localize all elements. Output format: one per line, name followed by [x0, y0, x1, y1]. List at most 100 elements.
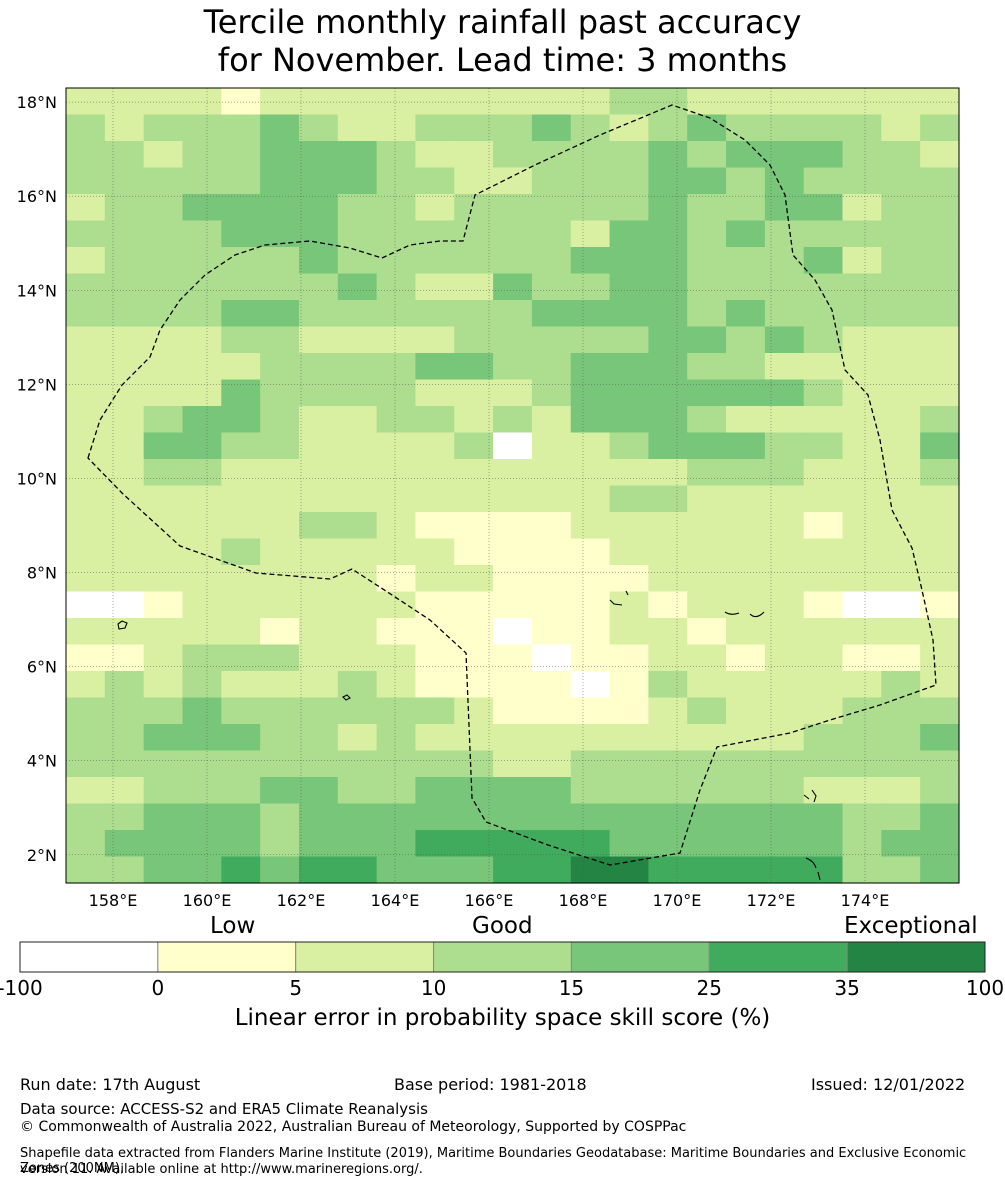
skill-cell — [726, 326, 766, 354]
skill-cell — [531, 167, 572, 195]
skill-cell — [66, 406, 106, 434]
skill-cell — [570, 353, 611, 381]
skill-cell — [687, 167, 727, 195]
skill-cell — [104, 326, 145, 354]
skill-cell — [570, 379, 611, 407]
skill-cell — [687, 326, 727, 354]
skill-cell — [298, 512, 339, 540]
colorbar-tick-label: 5 — [289, 976, 302, 1000]
skill-cell — [454, 591, 494, 619]
skill-cell — [531, 671, 572, 699]
skill-cell — [182, 379, 222, 407]
skill-cell — [531, 724, 572, 752]
skill-cell — [104, 671, 145, 699]
skill-cell — [531, 220, 572, 248]
skill-cell — [298, 353, 339, 381]
skill-cell — [493, 326, 533, 354]
skill-cell — [803, 432, 844, 460]
skill-cell — [803, 406, 844, 434]
skill-cell — [337, 300, 378, 328]
skill-cell — [337, 803, 378, 831]
skill-cell — [104, 273, 145, 301]
skill-cell — [726, 114, 766, 142]
skill-cell — [764, 830, 805, 858]
skill-cell — [260, 644, 300, 672]
skill-cell — [493, 830, 533, 858]
skill-cell — [221, 644, 261, 672]
skill-cell — [609, 141, 649, 169]
skill-cell — [531, 856, 572, 884]
skill-cell — [104, 432, 145, 460]
skill-cell — [803, 353, 844, 381]
skill-cell — [842, 538, 882, 566]
skill-cell — [881, 406, 921, 434]
skill-cell — [726, 220, 766, 248]
skill-cell — [881, 167, 921, 195]
skill-cell — [104, 644, 145, 672]
skill-cell — [221, 141, 261, 169]
skill-cell — [648, 273, 688, 301]
skill-cell — [648, 777, 688, 805]
skill-cell — [687, 459, 727, 487]
skill-cell — [66, 220, 106, 248]
skill-cell — [376, 697, 417, 725]
skill-cell — [415, 141, 455, 169]
skill-cell — [454, 220, 494, 248]
skill-cell — [415, 512, 455, 540]
skill-cell — [687, 194, 727, 222]
skill-cell — [570, 485, 611, 513]
map-frame — [65, 87, 960, 884]
skill-cell — [66, 485, 106, 513]
skill-cell — [143, 273, 184, 301]
skill-cell — [609, 273, 649, 301]
skill-cell — [376, 379, 417, 407]
copyright: © Commonwealth of Australia 2022, Austra… — [20, 1119, 687, 1135]
skill-cell — [609, 88, 649, 116]
skill-cell — [842, 697, 882, 725]
skill-cell — [182, 856, 222, 884]
skill-cell — [764, 512, 805, 540]
skill-cell — [376, 220, 417, 248]
skill-cell — [376, 300, 417, 328]
skill-cell — [570, 194, 611, 222]
skill-cell — [803, 565, 844, 593]
skill-cell — [298, 724, 339, 752]
skill-cell — [687, 750, 727, 778]
skill-cell — [687, 724, 727, 752]
skill-cell — [609, 353, 649, 381]
base-period: Base period: 1981-2018 — [394, 1075, 587, 1094]
skill-cell — [881, 300, 921, 328]
skill-cell — [764, 565, 805, 593]
skill-cell — [920, 432, 960, 460]
skill-cell — [260, 538, 300, 566]
skill-cell — [803, 247, 844, 275]
colorbar: -100 0 5 10 15 25 35 100 — [0, 941, 1004, 1000]
skill-cell — [182, 88, 222, 116]
skill-cell — [182, 247, 222, 275]
skill-cell — [493, 194, 533, 222]
skill-cell — [298, 830, 339, 858]
skill-cell — [764, 618, 805, 646]
skill-cell — [66, 856, 106, 884]
skill-cell — [221, 326, 261, 354]
skill-cell — [842, 353, 882, 381]
skill-cell — [726, 618, 766, 646]
skill-cell — [648, 353, 688, 381]
skill-cell — [337, 750, 378, 778]
colorbar-tick-label: 100 — [966, 976, 1004, 1000]
skill-cell — [881, 485, 921, 513]
atoll-outline — [342, 694, 351, 701]
skill-cell — [609, 644, 649, 672]
skill-cell — [531, 300, 572, 328]
skill-cell — [609, 406, 649, 434]
skill-cell — [104, 220, 145, 248]
skill-cell — [298, 856, 339, 884]
skill-cell — [764, 273, 805, 301]
skill-cell — [182, 803, 222, 831]
skill-cell — [726, 432, 766, 460]
skill-cell — [415, 777, 455, 805]
skill-cell — [726, 273, 766, 301]
skill-cell — [143, 697, 184, 725]
skill-cell — [920, 565, 960, 593]
